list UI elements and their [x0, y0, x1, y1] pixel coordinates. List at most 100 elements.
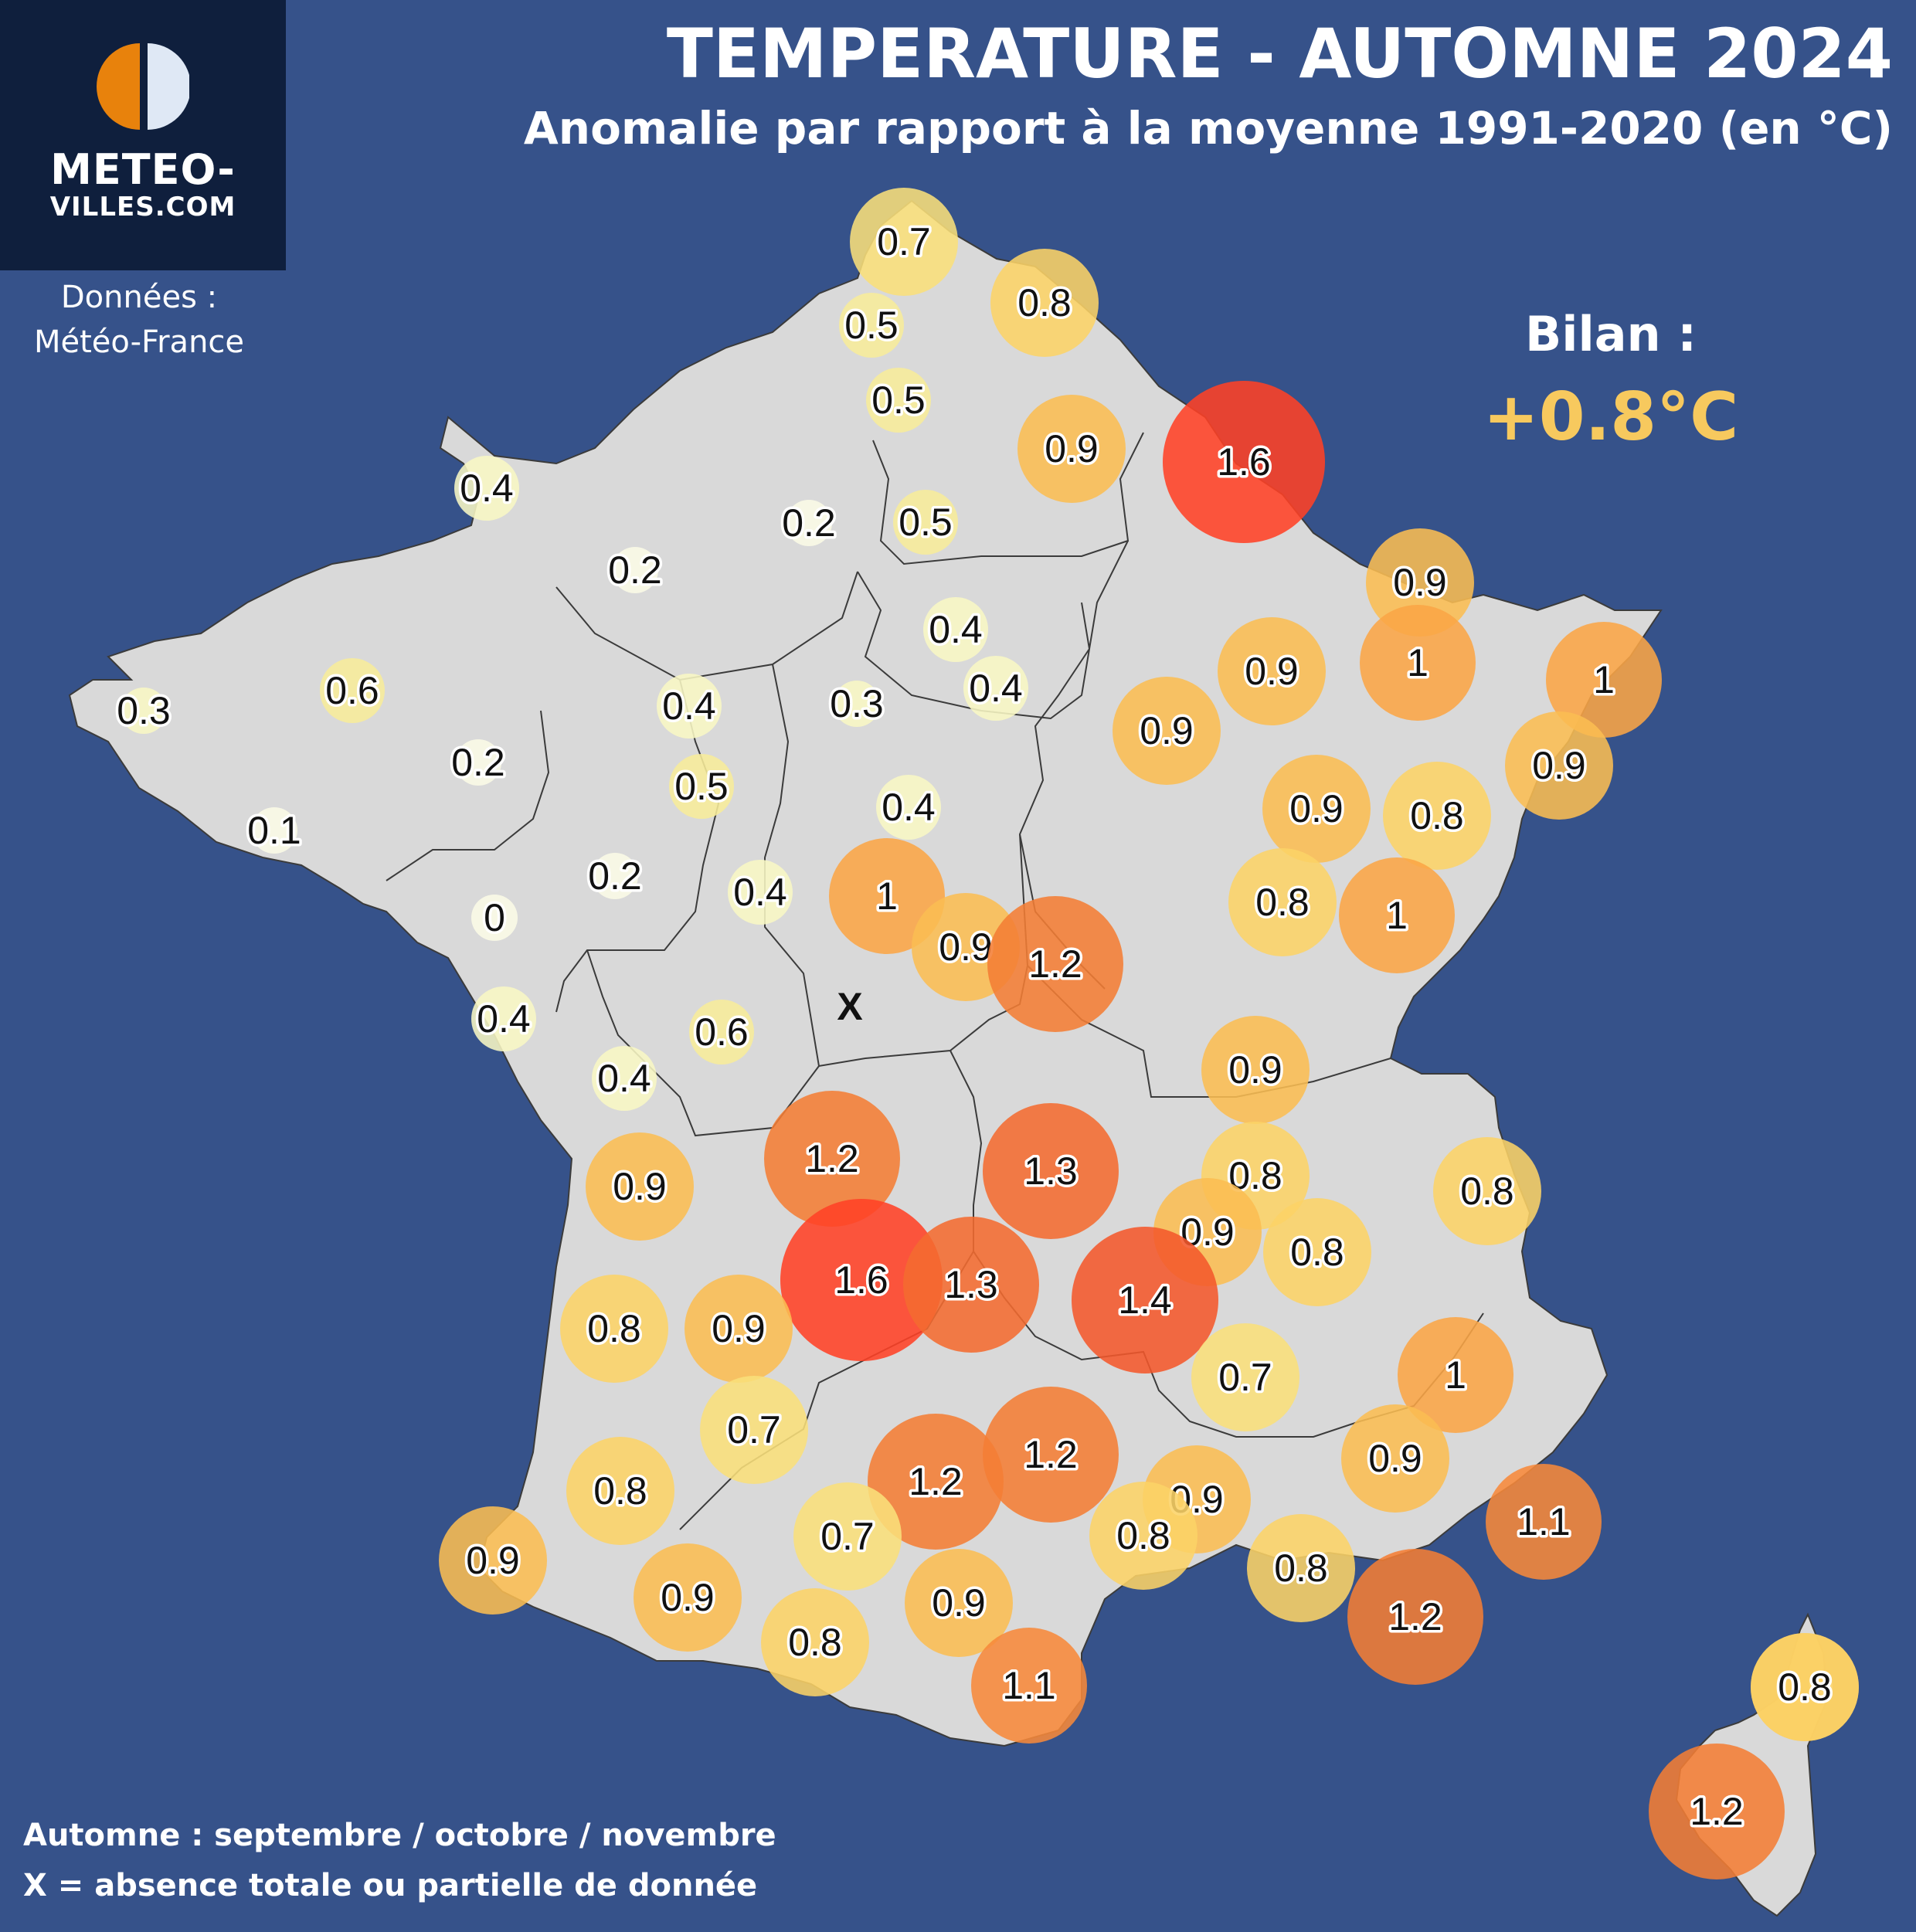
- anomaly-value-label: 0.8: [587, 1307, 641, 1350]
- anomaly-circle: [923, 597, 988, 662]
- anomaly-circle: [689, 1000, 754, 1064]
- station-bubble: 0.3: [827, 680, 887, 728]
- anomaly-circle: [987, 896, 1123, 1032]
- station-bubble: 0.9: [1201, 1016, 1310, 1124]
- anomaly-circle: [1339, 857, 1455, 973]
- anomaly-circle: [761, 1588, 869, 1696]
- anomaly-value-label: 0.9: [1245, 650, 1299, 693]
- station-bubble: 0.9: [634, 1543, 742, 1652]
- region-border-normandie: [555, 571, 858, 681]
- anomaly-value-label: 0.4: [882, 786, 936, 829]
- anomaly-circle: [1366, 528, 1474, 637]
- station-bubble: 0.7: [700, 1376, 808, 1484]
- anomaly-value-label: 0.9: [1393, 561, 1447, 604]
- anomaly-value-label: 0.3: [830, 682, 884, 725]
- station-bubble: 0.9: [905, 1549, 1013, 1657]
- anomaly-value-label: 0.2: [608, 548, 662, 592]
- station-bubble: 1.3: [983, 1103, 1119, 1239]
- station-bubble: 0.2: [780, 499, 839, 548]
- anomaly-value-label: 0.9: [939, 925, 993, 969]
- anomaly-circle: [1089, 1482, 1198, 1590]
- station-bubble: 0.4: [657, 674, 722, 739]
- station-bubble: 1: [1339, 857, 1455, 973]
- station-bubble: 1.4: [1072, 1227, 1218, 1373]
- station-bubble: 0.9: [1262, 755, 1371, 863]
- region-border-bretagne: [386, 710, 550, 881]
- anomaly-value-label: 0.4: [733, 871, 787, 914]
- anomaly-circle: [866, 368, 931, 433]
- anomaly-circle: [876, 775, 941, 840]
- anomaly-circle: [634, 1543, 742, 1652]
- anomaly-value-label: 0.5: [871, 379, 926, 422]
- anomaly-value-label: 0.9: [1532, 744, 1586, 787]
- anomaly-circle: [700, 1376, 808, 1484]
- station-bubble: 0.8: [1089, 1482, 1198, 1590]
- station-bubble: 0.9: [1341, 1404, 1449, 1513]
- station-bubble: 1: [1398, 1317, 1513, 1433]
- station-bubble: 0: [471, 894, 518, 942]
- map-title: TEMPERATURE - AUTOMNE 2024: [666, 14, 1893, 93]
- station-bubble: 0.9: [586, 1132, 694, 1241]
- anomaly-value-label: 0.4: [597, 1057, 651, 1100]
- anomaly-value-label: 1: [1445, 1353, 1466, 1397]
- station-bubble: 0.4: [592, 1046, 657, 1111]
- anomaly-circle: [1751, 1633, 1859, 1741]
- logo-text-line2: VILLES.COM: [49, 192, 236, 222]
- station-bubble: 0.6: [689, 1000, 754, 1064]
- anomaly-bubbles: 0.70.80.50.50.9 1.60.40.2 0.50.2 0.90.40.9 1…: [114, 188, 1859, 1879]
- anomaly-value-label: 1.1: [1517, 1500, 1571, 1543]
- anomaly-circle: [121, 688, 167, 734]
- station-bubble: 0.2: [449, 739, 508, 787]
- summary-value: +0.8°C: [1483, 379, 1739, 456]
- anomaly-value-label: 0.5: [899, 501, 953, 544]
- anomaly-value-label: 1.6: [1217, 440, 1271, 484]
- station-bubble: 0.4: [454, 456, 519, 521]
- anomaly-circle: [905, 1549, 1013, 1657]
- anomaly-value-label: 1.4: [1118, 1278, 1172, 1322]
- anomaly-value-label: 1.2: [1388, 1595, 1442, 1638]
- missing-data-marker: X: [837, 985, 862, 1028]
- anomaly-circle: [983, 1387, 1119, 1523]
- anomaly-circle: [868, 1414, 1004, 1550]
- station-bubble: 1.1: [1486, 1464, 1602, 1580]
- anomaly-circle: [1262, 755, 1371, 863]
- anomaly-value-label: 0: [484, 896, 505, 939]
- station-bubble: 1: [829, 838, 945, 954]
- anomaly-circle: [1505, 711, 1613, 820]
- anomaly-circle: [439, 1506, 547, 1615]
- anomaly-circle: [1383, 762, 1491, 870]
- region-border-nouvelle-aquitaine: [586, 949, 820, 1137]
- anomaly-circle: [1163, 381, 1325, 543]
- anomaly-circle: [455, 739, 501, 786]
- anomaly-value-label: 1: [876, 874, 898, 918]
- missing-data-note: X = absence totale ou partielle de donné…: [23, 1868, 758, 1903]
- anomaly-value-label: 0.9: [466, 1539, 520, 1582]
- anomaly-value-label: 0.7: [1218, 1356, 1272, 1399]
- anomaly-value-label: 0.2: [782, 501, 836, 545]
- anomaly-circle: [834, 681, 880, 727]
- anomaly-circle: [251, 807, 297, 854]
- logo-panel: METEO- VILLES.COM: [0, 0, 286, 270]
- station-bubble: 0.2: [586, 852, 645, 901]
- station-bubble: 1: [1546, 622, 1662, 738]
- anomaly-value-label: 0.8: [1116, 1514, 1170, 1557]
- station-bubble: 0.8: [560, 1275, 668, 1383]
- station-bubble: 0.9: [439, 1506, 547, 1615]
- anomaly-value-label: 0.2: [451, 741, 505, 784]
- anomaly-circle: [839, 293, 904, 358]
- anomaly-circle: [566, 1437, 674, 1545]
- anomaly-value-label: 0.9: [613, 1165, 667, 1208]
- anomaly-circle: [612, 547, 658, 593]
- anomaly-circle: [1398, 1317, 1513, 1433]
- anomaly-circle: [903, 1217, 1039, 1353]
- anomaly-circle: [971, 1628, 1087, 1744]
- station-bubble: 1.6: [780, 1199, 943, 1361]
- anomaly-value-label: 1.3: [1024, 1149, 1078, 1193]
- anomaly-circle: [471, 895, 518, 941]
- anomaly-value-label: 0.9: [661, 1576, 715, 1619]
- station-bubble: 0.9: [912, 893, 1020, 1001]
- anomaly-circle: [1191, 1323, 1299, 1431]
- anomaly-value-label: 0.5: [844, 304, 899, 347]
- station-bubble: 0.8: [990, 249, 1099, 357]
